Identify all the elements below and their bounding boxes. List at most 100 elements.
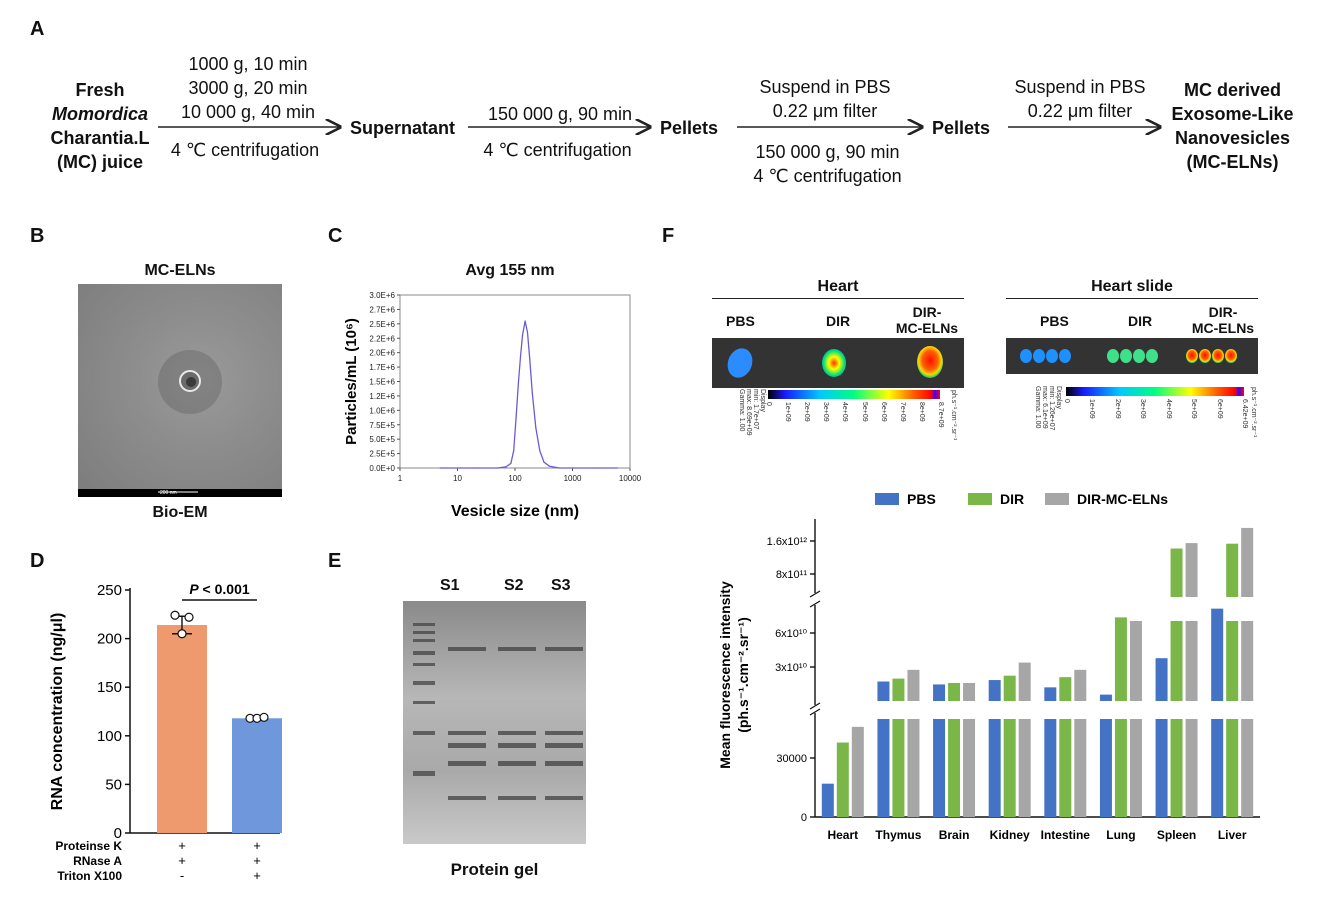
step3-line: Suspend in PBS: [759, 77, 891, 97]
band-s2: [498, 731, 536, 735]
bar-dir-mc-elns-mid: [1241, 621, 1254, 701]
bar-dir-base: [892, 719, 905, 817]
colorbar-tick-label: 3e+09: [822, 402, 830, 422]
y-tick-label: 7.5E+5: [369, 421, 395, 430]
bar-dir-base: [1003, 719, 1016, 817]
bar-dir-mc-elns-mid: [1129, 621, 1142, 701]
bar-dir-top: [1003, 675, 1016, 701]
data-point: [543, 461, 545, 463]
ladder-band: [413, 651, 435, 655]
heart-slices-svg: [1020, 349, 1237, 363]
flow-node-pellets-2: Pellets: [932, 118, 991, 138]
data-point: [439, 467, 441, 469]
data-point: [474, 467, 476, 469]
heart-slide-fluorescence-image: [1006, 338, 1258, 374]
data-point: [535, 427, 537, 429]
band-s3: [545, 743, 583, 748]
replicate-point: [177, 629, 187, 639]
band-s3: [545, 761, 583, 766]
y-tick-label: 2.5E+5: [369, 450, 395, 459]
flow-end-line: Nanovesicles: [1174, 128, 1291, 148]
gel-lane-s2: S2: [504, 577, 524, 594]
band-s1: [448, 796, 486, 800]
step2-bottom: 4 ℃ centrifugation: [483, 140, 632, 160]
ladder-band: [413, 623, 435, 626]
bar-pbs: [821, 783, 834, 817]
heart-fluorescence-image: [712, 338, 964, 388]
band-s1: [448, 761, 486, 766]
heart-label-dir-mc-elns: DIR- MC-ELNs: [892, 304, 962, 336]
bar-dir-base: [1170, 719, 1183, 817]
legend-label: PBS: [907, 491, 936, 507]
bar-dir-base: [1059, 719, 1072, 817]
slice-elns: [1212, 349, 1224, 363]
slide-label-pbs: PBS: [1040, 313, 1069, 329]
row-label: Proteinse K: [55, 839, 122, 853]
colorbar-tick-label: 0: [1063, 399, 1070, 403]
bar-pbs-top: [1099, 694, 1112, 701]
heart-slide-title-rule: [1006, 298, 1258, 299]
protein-gel-image: [403, 601, 586, 844]
x-tick-label: Thymus: [875, 828, 921, 842]
x-tick-label: Lung: [1106, 828, 1135, 842]
y-tick-label: 0: [114, 825, 122, 842]
data-point: [571, 467, 574, 469]
gel-caption: Protein gel: [450, 860, 539, 879]
slice-pbs: [1046, 349, 1058, 363]
heart-label-dir: DIR: [826, 313, 851, 329]
colorbar-tick-label: 1e+09: [784, 402, 792, 422]
legend-swatch: [875, 493, 899, 505]
x-tick-label: 10000: [619, 474, 642, 483]
bar-pbs-base: [988, 719, 1001, 817]
colorbar-tick-label: 1e+09: [1088, 399, 1096, 419]
bar-pbs-top: [933, 684, 946, 701]
x-tick-label: 10: [453, 474, 462, 483]
band-s3: [545, 796, 583, 800]
em-title: MC-ELNs: [144, 262, 216, 279]
data-point: [549, 465, 551, 467]
data-point: [539, 450, 541, 452]
slice-pbs: [1033, 349, 1045, 363]
step1-conditions: 1000 g, 10 min 3000 g, 20 min 10 000 g, …: [158, 52, 338, 124]
slices-dir: [1107, 349, 1158, 363]
y-tick-label: 150: [97, 679, 122, 696]
slice-dir: [1133, 349, 1145, 363]
step4-top: Suspend in PBS 0.22 μm filter: [1000, 75, 1160, 123]
bar-pbs-base: [1211, 719, 1224, 817]
colorbar-tick-label: 3e+09: [1139, 399, 1147, 419]
x-axis-label: Vesicle size (nm): [451, 503, 579, 520]
step3-line: 150 000 g, 90 min: [755, 142, 900, 162]
slice-pbs: [1059, 349, 1071, 363]
step4-line: 0.22 μm filter: [1027, 101, 1133, 121]
em-micrograph: [78, 284, 282, 497]
panel-letter-a: A: [30, 18, 45, 40]
colorbar-tick-label: 7e+09: [898, 402, 906, 422]
step2-top: 150 000 g, 90 min: [487, 104, 633, 124]
slide-label-dir-mc-elns: DIR- MC-ELNs: [1186, 304, 1260, 336]
row-value: +: [178, 838, 186, 853]
y-tick-label: 250: [97, 582, 122, 599]
slide-colorbar: [1066, 387, 1244, 396]
slide-label-line: DIR-: [1208, 304, 1238, 320]
bar-dir-mc-elns-top: [963, 682, 976, 701]
heart-label-pbs: PBS: [726, 313, 755, 329]
fluorescence-bar-chart: PBS DIR DIR-MC-ELNs 1.6x10¹² 8x10¹¹ 6x10¹⁰ 3x1…: [717, 491, 1260, 842]
band-s3: [545, 731, 583, 735]
bar-dir-mid: [1226, 621, 1239, 701]
heart-dir: [822, 349, 846, 377]
y-tick-label: 2.7E+6: [369, 305, 395, 314]
bar-2: [232, 718, 282, 833]
ladder-band: [413, 731, 435, 735]
ladder-band: [413, 681, 435, 685]
y-tick-label: 3.0E+6: [369, 291, 395, 300]
colorbar-tick-label: 6e+09: [879, 402, 887, 422]
bar-dir-mc-elns-base: [1074, 719, 1087, 817]
colorbar-info-line: min: 1.7e+07: [752, 389, 759, 430]
colorbar-info-line: max: 6.1e+09: [1041, 386, 1048, 429]
ladder-band: [413, 701, 435, 704]
gel-lane-s1: S1: [440, 577, 460, 594]
em-vesicle-inner: [186, 377, 196, 387]
data-point: [521, 334, 524, 336]
legend-swatch: [968, 493, 992, 505]
p-value-rest: < 0.001: [199, 581, 250, 597]
